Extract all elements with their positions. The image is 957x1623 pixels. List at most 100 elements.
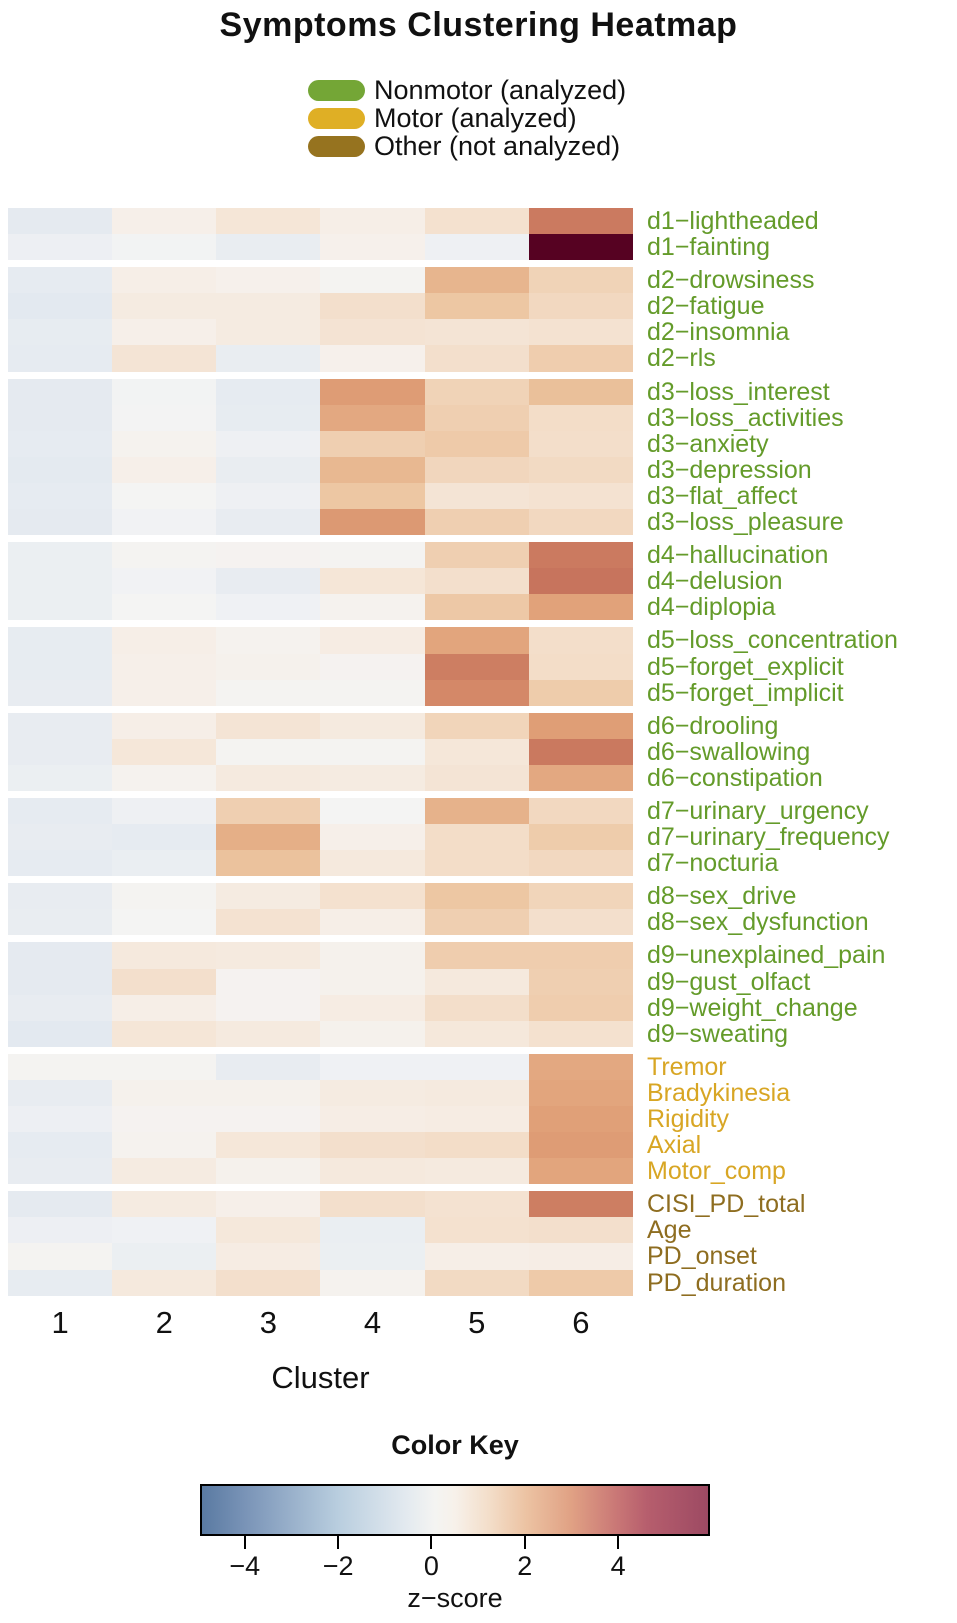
heatmap-cell xyxy=(320,234,425,261)
heatmap-cell xyxy=(216,850,321,877)
heatmap-cell xyxy=(528,738,633,765)
heatmap-row: CISI_PD_total xyxy=(8,1190,898,1219)
heatmap-cell xyxy=(528,942,633,969)
heatmap-row: d1−lightheaded xyxy=(8,208,898,234)
heatmap-cell xyxy=(216,653,321,680)
heatmap-cell xyxy=(528,1132,633,1159)
x-tick-label: 5 xyxy=(468,1304,486,1340)
heatmap-cell xyxy=(424,1158,529,1185)
heatmap-row-cells xyxy=(8,764,633,791)
heatmap-cell xyxy=(424,653,529,680)
heatmap-cell xyxy=(424,1020,529,1047)
heatmap-cell xyxy=(424,208,529,235)
color-key: Color Key −4 −2 0 2 4 z−score xyxy=(200,1430,710,1614)
heatmap-row-cells xyxy=(8,1191,633,1218)
heatmap-cell xyxy=(528,430,633,457)
heatmap-row: d3−depression xyxy=(8,457,898,483)
heatmap-cell xyxy=(320,542,425,569)
heatmap-cell xyxy=(424,824,529,851)
heatmap-cell xyxy=(528,404,633,431)
heatmap-cell xyxy=(528,712,633,739)
heatmap-cell xyxy=(8,1158,113,1185)
heatmap-cell xyxy=(8,319,113,346)
row-label: d3−anxiety xyxy=(647,429,769,458)
heatmap-cell xyxy=(320,319,425,346)
heatmap-cell xyxy=(112,850,217,877)
heatmap-cell xyxy=(528,1158,633,1185)
heatmap-row: d6−constipation xyxy=(8,765,898,791)
row-label: d6−constipation xyxy=(647,763,823,792)
motor-swatch-icon xyxy=(308,107,365,129)
row-label: d3−loss_activities xyxy=(647,403,844,432)
heatmap-row: d3−loss_interest xyxy=(8,378,898,405)
heatmap-row-cells xyxy=(8,430,633,457)
row-label: CISI_PD_total xyxy=(647,1190,806,1219)
row-label: Bradykinesia xyxy=(647,1078,791,1107)
heatmap-cell xyxy=(112,542,217,569)
color-key-gradient-bar xyxy=(200,1484,710,1536)
heatmap-cell xyxy=(216,1132,321,1159)
heatmap-row: d5−forget_implicit xyxy=(8,679,898,706)
heatmap-row-cells xyxy=(8,850,633,877)
heatmap-cell xyxy=(320,482,425,510)
heatmap-row-cells xyxy=(8,824,633,851)
heatmap-cell xyxy=(320,1243,425,1270)
x-tick-label: 6 xyxy=(572,1304,590,1340)
heatmap-cell xyxy=(112,234,217,261)
heatmap-row: Axial xyxy=(8,1132,898,1158)
heatmap-row-cells xyxy=(8,994,633,1021)
heatmap-row-cells xyxy=(8,712,633,739)
heatmap-cell xyxy=(112,293,217,320)
heatmap-cell xyxy=(8,1191,113,1218)
heatmap-cell xyxy=(528,345,633,372)
heatmap-row: d4−diplopia xyxy=(8,594,898,621)
heatmap-cell xyxy=(528,824,633,851)
heatmap-cell xyxy=(216,994,321,1021)
color-key-tick-label: 4 xyxy=(610,1551,626,1581)
heatmap-cell xyxy=(424,509,529,536)
heatmap-row-cells xyxy=(8,378,633,405)
heatmap-cell xyxy=(112,267,217,294)
heatmap-cell xyxy=(112,1191,217,1218)
heatmap-cell xyxy=(320,378,425,405)
heatmap-row-cells xyxy=(8,679,633,706)
heatmap-cell xyxy=(320,738,425,765)
heatmap-cell xyxy=(424,712,529,739)
heatmap-cell xyxy=(8,293,113,320)
heatmap-cell xyxy=(112,1079,217,1106)
row-label: Tremor xyxy=(647,1052,727,1081)
heatmap-row-cells xyxy=(8,542,633,569)
heatmap-row-cells xyxy=(8,319,633,346)
color-key-tick-label: 0 xyxy=(423,1551,439,1581)
heatmap-cell xyxy=(424,764,529,791)
heatmap-row-cells xyxy=(8,1243,633,1270)
heatmap-row-cells xyxy=(8,883,633,910)
legend-item-motor: Motor (analyzed) xyxy=(308,104,626,132)
heatmap-row: d6−drooling xyxy=(8,712,898,739)
heatmap-row: d1−fainting xyxy=(8,234,898,260)
heatmap-cell xyxy=(8,850,113,877)
heatmap-row: d7−urinary_frequency xyxy=(8,824,898,850)
heatmap-cell xyxy=(112,738,217,765)
heatmap-cell xyxy=(8,1079,113,1106)
heatmap-cell xyxy=(320,509,425,536)
heatmap-cell xyxy=(216,797,321,825)
heatmap-cell xyxy=(216,627,321,654)
heatmap-cell xyxy=(8,679,113,706)
heatmap-cell xyxy=(112,430,217,457)
heatmap-cell xyxy=(112,208,217,235)
heatmap-cell xyxy=(424,404,529,431)
heatmap-row-cells xyxy=(8,738,633,765)
heatmap-row-cells xyxy=(8,1079,633,1106)
heatmap-row: PD_onset xyxy=(8,1243,898,1270)
heatmap-cell xyxy=(216,293,321,320)
heatmap-cell xyxy=(424,542,529,569)
heatmap-cell xyxy=(216,509,321,536)
heatmap-row: d6−swallowing xyxy=(8,738,898,765)
heatmap-cell xyxy=(320,1079,425,1106)
heatmap-cell xyxy=(112,1217,217,1244)
heatmap-row-cells xyxy=(8,345,633,372)
heatmap-row-cells xyxy=(8,267,633,294)
row-label: d1−lightheaded xyxy=(647,207,819,235)
